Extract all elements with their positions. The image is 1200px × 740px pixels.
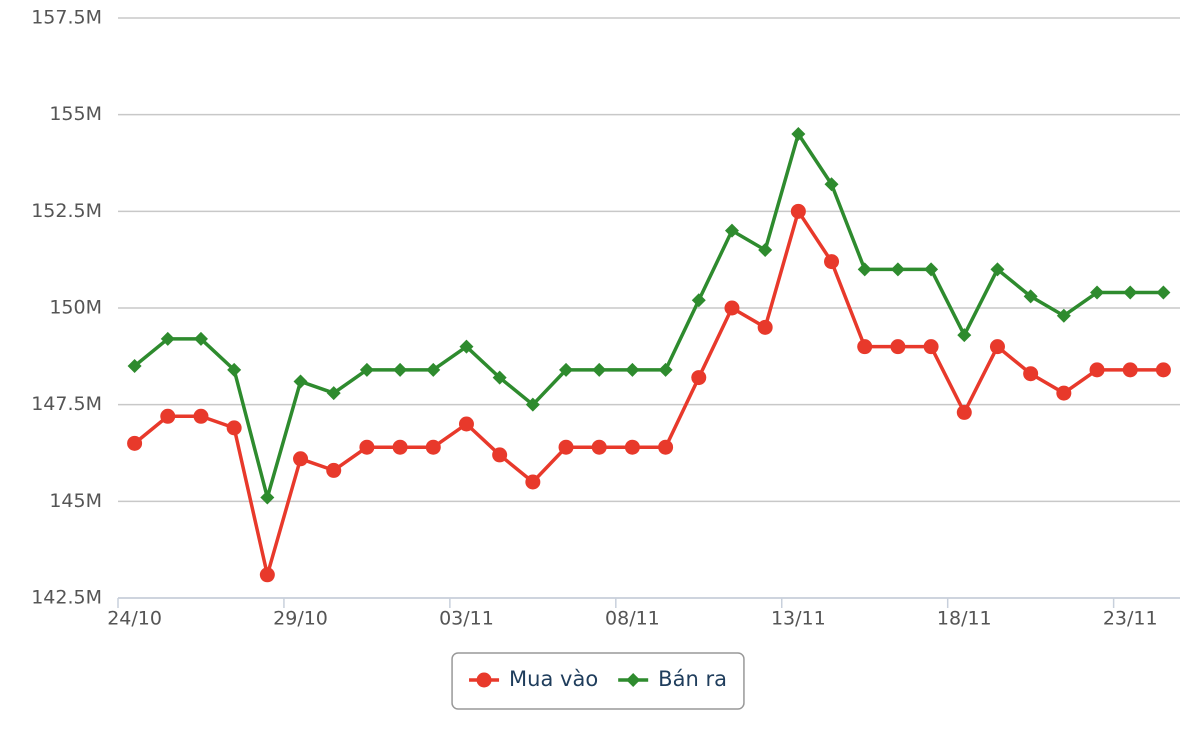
data-point — [425, 439, 441, 455]
data-point — [1023, 289, 1038, 304]
data-point — [1056, 308, 1071, 323]
x-tick-label: 08/11 — [605, 608, 660, 630]
data-point — [890, 339, 906, 355]
data-point — [525, 474, 541, 490]
x-tick-label: 23/11 — [1103, 608, 1158, 630]
x-tick-label: 18/11 — [937, 608, 992, 630]
data-point — [791, 127, 806, 141]
data-point — [260, 490, 275, 505]
data-point — [691, 293, 706, 308]
data-point — [658, 362, 673, 377]
data-point — [393, 362, 408, 377]
data-point — [227, 362, 242, 377]
legend: Mua vào Bán ra — [451, 652, 745, 710]
data-point — [326, 386, 341, 401]
data-point — [1056, 385, 1072, 401]
data-point — [392, 439, 408, 455]
data-point — [127, 359, 142, 373]
legend-marker — [476, 672, 492, 688]
x-tick-label: 13/11 — [771, 608, 826, 630]
data-point — [691, 370, 707, 386]
data-point — [989, 339, 1005, 355]
y-tick-label: 145M — [49, 490, 102, 512]
data-point — [591, 439, 607, 455]
series-line — [133, 132, 1164, 500]
data-point — [724, 300, 740, 316]
data-point — [193, 331, 208, 346]
data-point — [924, 262, 939, 277]
data-point — [359, 439, 375, 455]
data-point — [1090, 285, 1105, 300]
data-point — [1122, 362, 1138, 378]
data-point — [957, 328, 972, 343]
data-point — [492, 370, 507, 385]
data-point — [193, 408, 209, 424]
data-point — [459, 339, 474, 354]
data-point — [592, 362, 607, 377]
data-point — [259, 567, 275, 583]
data-point — [625, 362, 640, 377]
x-tick-label: 24/10 — [107, 608, 162, 630]
data-point — [857, 262, 872, 277]
legend-box — [451, 652, 745, 710]
data-point — [1155, 362, 1171, 378]
data-point — [790, 203, 806, 219]
data-point — [824, 254, 840, 270]
data-point — [758, 243, 773, 257]
data-point — [160, 331, 175, 346]
data-point — [559, 362, 574, 377]
data-point — [1156, 285, 1171, 300]
data-point — [1023, 366, 1039, 382]
data-point — [1123, 285, 1138, 300]
y-tick-label: 157.5M — [31, 7, 102, 29]
legend-marker — [626, 673, 641, 687]
data-point — [326, 462, 342, 478]
x-tick-label: 03/11 — [439, 608, 494, 630]
data-point — [359, 362, 374, 377]
data-point — [724, 223, 739, 238]
data-point — [658, 439, 674, 455]
y-tick-label: 150M — [49, 297, 102, 319]
data-point — [990, 262, 1005, 277]
y-tick-label: 155M — [49, 103, 102, 125]
data-point — [127, 435, 143, 451]
data-point — [426, 362, 441, 377]
data-point — [890, 262, 905, 277]
data-point — [293, 451, 309, 467]
x-tick-label: 29/10 — [273, 608, 328, 630]
y-tick-label: 152.5M — [31, 200, 102, 222]
data-point — [824, 177, 839, 192]
y-tick-label: 147.5M — [31, 393, 102, 415]
data-point — [525, 397, 540, 412]
data-point — [558, 439, 574, 455]
y-tick-label: 142.5M — [31, 587, 102, 609]
data-point — [160, 408, 176, 424]
data-point — [956, 404, 972, 420]
data-point — [293, 374, 308, 389]
data-point — [226, 420, 242, 436]
legend-label: Bán ra — [658, 667, 727, 691]
data-point — [458, 416, 474, 432]
data-point — [757, 319, 773, 335]
data-point — [492, 447, 508, 463]
data-point — [1089, 362, 1105, 378]
data-point — [624, 439, 640, 455]
series-line — [133, 209, 1164, 577]
data-point — [857, 339, 873, 355]
legend-label: Mua vào — [509, 667, 598, 691]
data-point — [923, 339, 939, 355]
